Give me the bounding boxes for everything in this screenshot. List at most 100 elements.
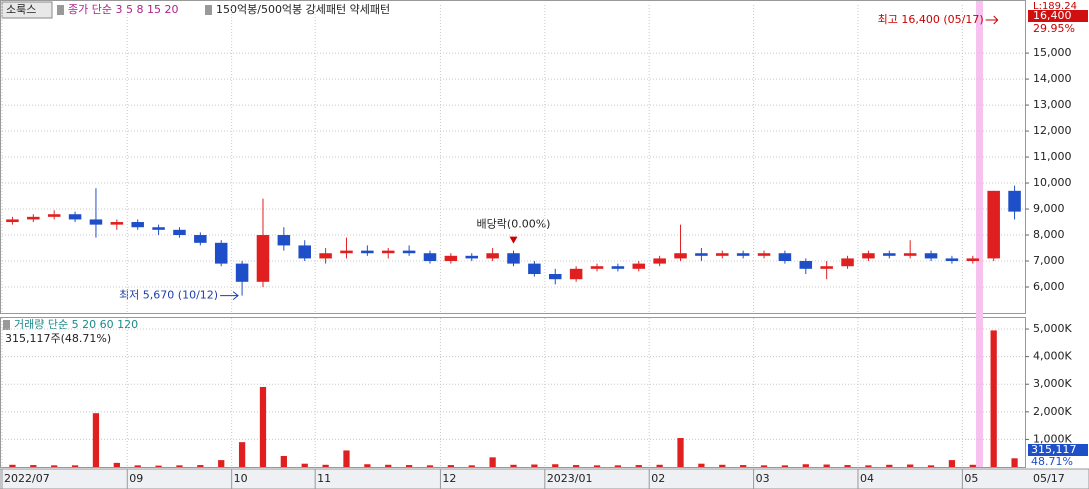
- min-arrow: [220, 291, 239, 300]
- max-arrow: [985, 15, 999, 25]
- volume-bar: [593, 465, 601, 467]
- x-end-label: 05/17: [1033, 472, 1065, 485]
- candle-body: [47, 214, 61, 217]
- x-tick-label: 09: [129, 472, 143, 485]
- y-tick-label: 12,000: [1033, 124, 1072, 137]
- highlight-day: [976, 1, 983, 467]
- volume-bar: [280, 455, 287, 467]
- volume-bar: [719, 464, 726, 467]
- y-tick-label: 11,000: [1033, 150, 1072, 163]
- x-tick-label: 03: [756, 472, 770, 485]
- y-tick-label: 1,000K: [1033, 432, 1072, 445]
- volume-bar: [155, 465, 162, 467]
- volume-bar: [176, 465, 183, 467]
- candle-body: [632, 263, 646, 269]
- y-tick-label: 7,000: [1033, 254, 1065, 267]
- last-volume-text: 315,117주(48.71%): [5, 332, 111, 345]
- candle-body: [340, 250, 353, 254]
- volume-bar: [990, 330, 997, 467]
- candle-body: [820, 266, 833, 269]
- candle-body: [716, 253, 729, 256]
- volume-bar: [489, 457, 496, 467]
- candle-body: [966, 258, 980, 262]
- volume-bar: [92, 413, 100, 467]
- volume-bar: [238, 442, 246, 467]
- candle-body: [653, 258, 666, 264]
- volume-bar: [969, 464, 976, 467]
- volume-bar: [698, 463, 705, 467]
- volume-bar: [134, 465, 141, 467]
- last-price-box: [1028, 10, 1088, 22]
- volume-legend: 거래량 단순 5 20 60 120: [14, 318, 138, 331]
- candle-body: [89, 219, 103, 225]
- candle-body: [68, 214, 82, 220]
- candle-body: [6, 219, 19, 223]
- candle-body: [569, 268, 583, 280]
- volume-bar: [510, 464, 517, 467]
- candle-body: [883, 253, 896, 256]
- volume-bar: [51, 465, 58, 467]
- volume-bar: [71, 465, 79, 467]
- x-tick-label: 12: [442, 472, 456, 485]
- candle-body: [27, 216, 40, 220]
- min-annotation: 최저 5,670 (10/12): [119, 289, 218, 302]
- volume-bar: [781, 465, 789, 467]
- candle-body: [444, 255, 458, 262]
- y-tick-label: 2,000K: [1033, 405, 1072, 418]
- x-tick-label: 11: [317, 472, 331, 485]
- x-tick-label: 05: [964, 472, 978, 485]
- volume-bar: [468, 465, 475, 467]
- candle-body: [695, 253, 708, 256]
- y-tick-label: 9,000: [1033, 202, 1065, 215]
- volume-bar: [426, 465, 434, 467]
- legend-icon: [3, 320, 10, 330]
- y-tick-label: 6,000: [1033, 280, 1065, 293]
- legend-icon: [57, 5, 64, 15]
- candle-body: [486, 253, 499, 259]
- legend-icon: [205, 5, 212, 15]
- volume-bar: [573, 465, 580, 467]
- volume-bar: [552, 464, 559, 467]
- volume-bar: [364, 464, 371, 467]
- y-tick-label: 3,000K: [1033, 377, 1072, 390]
- volume-bar: [405, 465, 413, 467]
- candle-body: [924, 253, 938, 259]
- last-price-label: 16,400: [1033, 9, 1072, 22]
- volume-bar: [948, 460, 956, 467]
- volume-bar: [259, 386, 267, 467]
- candle-body: [757, 253, 771, 256]
- candle-body: [945, 258, 959, 262]
- volume-bar: [927, 465, 935, 467]
- candle-body: [841, 258, 854, 267]
- volume-bar: [322, 464, 329, 467]
- last-volume-label: 315,117: [1031, 443, 1077, 456]
- symbol-box: [1, 1, 53, 19]
- candle-body: [862, 253, 875, 259]
- y-tick-label: 4,000K: [1033, 350, 1072, 363]
- volume-bar: [677, 438, 684, 467]
- y-tick-label: 13,000: [1033, 98, 1072, 111]
- candle-body: [528, 263, 541, 275]
- volume-bar: [218, 460, 225, 467]
- volume-bar: [9, 464, 16, 467]
- candle-body: [903, 253, 917, 256]
- candle-body: [319, 253, 332, 259]
- volume-frame: [0, 317, 1026, 468]
- candle-body: [674, 253, 687, 259]
- y-tick-label: 10,000: [1033, 176, 1072, 189]
- top-label: L:189.24: [1033, 1, 1077, 12]
- volume-bar: [447, 465, 454, 467]
- volume-bar: [865, 465, 872, 467]
- y-tick-label: 5,000K: [1033, 322, 1072, 335]
- candle-body: [152, 227, 165, 230]
- candle-body: [173, 229, 186, 236]
- volume-bar: [886, 464, 893, 467]
- candle-body: [381, 250, 395, 254]
- pattern-legend: 150억봉/500억봉 강세패턴 약세패턴: [216, 2, 390, 16]
- volume-ratio-label: 48.71%: [1031, 455, 1073, 468]
- x-tick-label: 2022/07: [4, 472, 50, 485]
- candle-body: [361, 250, 374, 254]
- x-tick-label: 2023/01: [547, 472, 593, 485]
